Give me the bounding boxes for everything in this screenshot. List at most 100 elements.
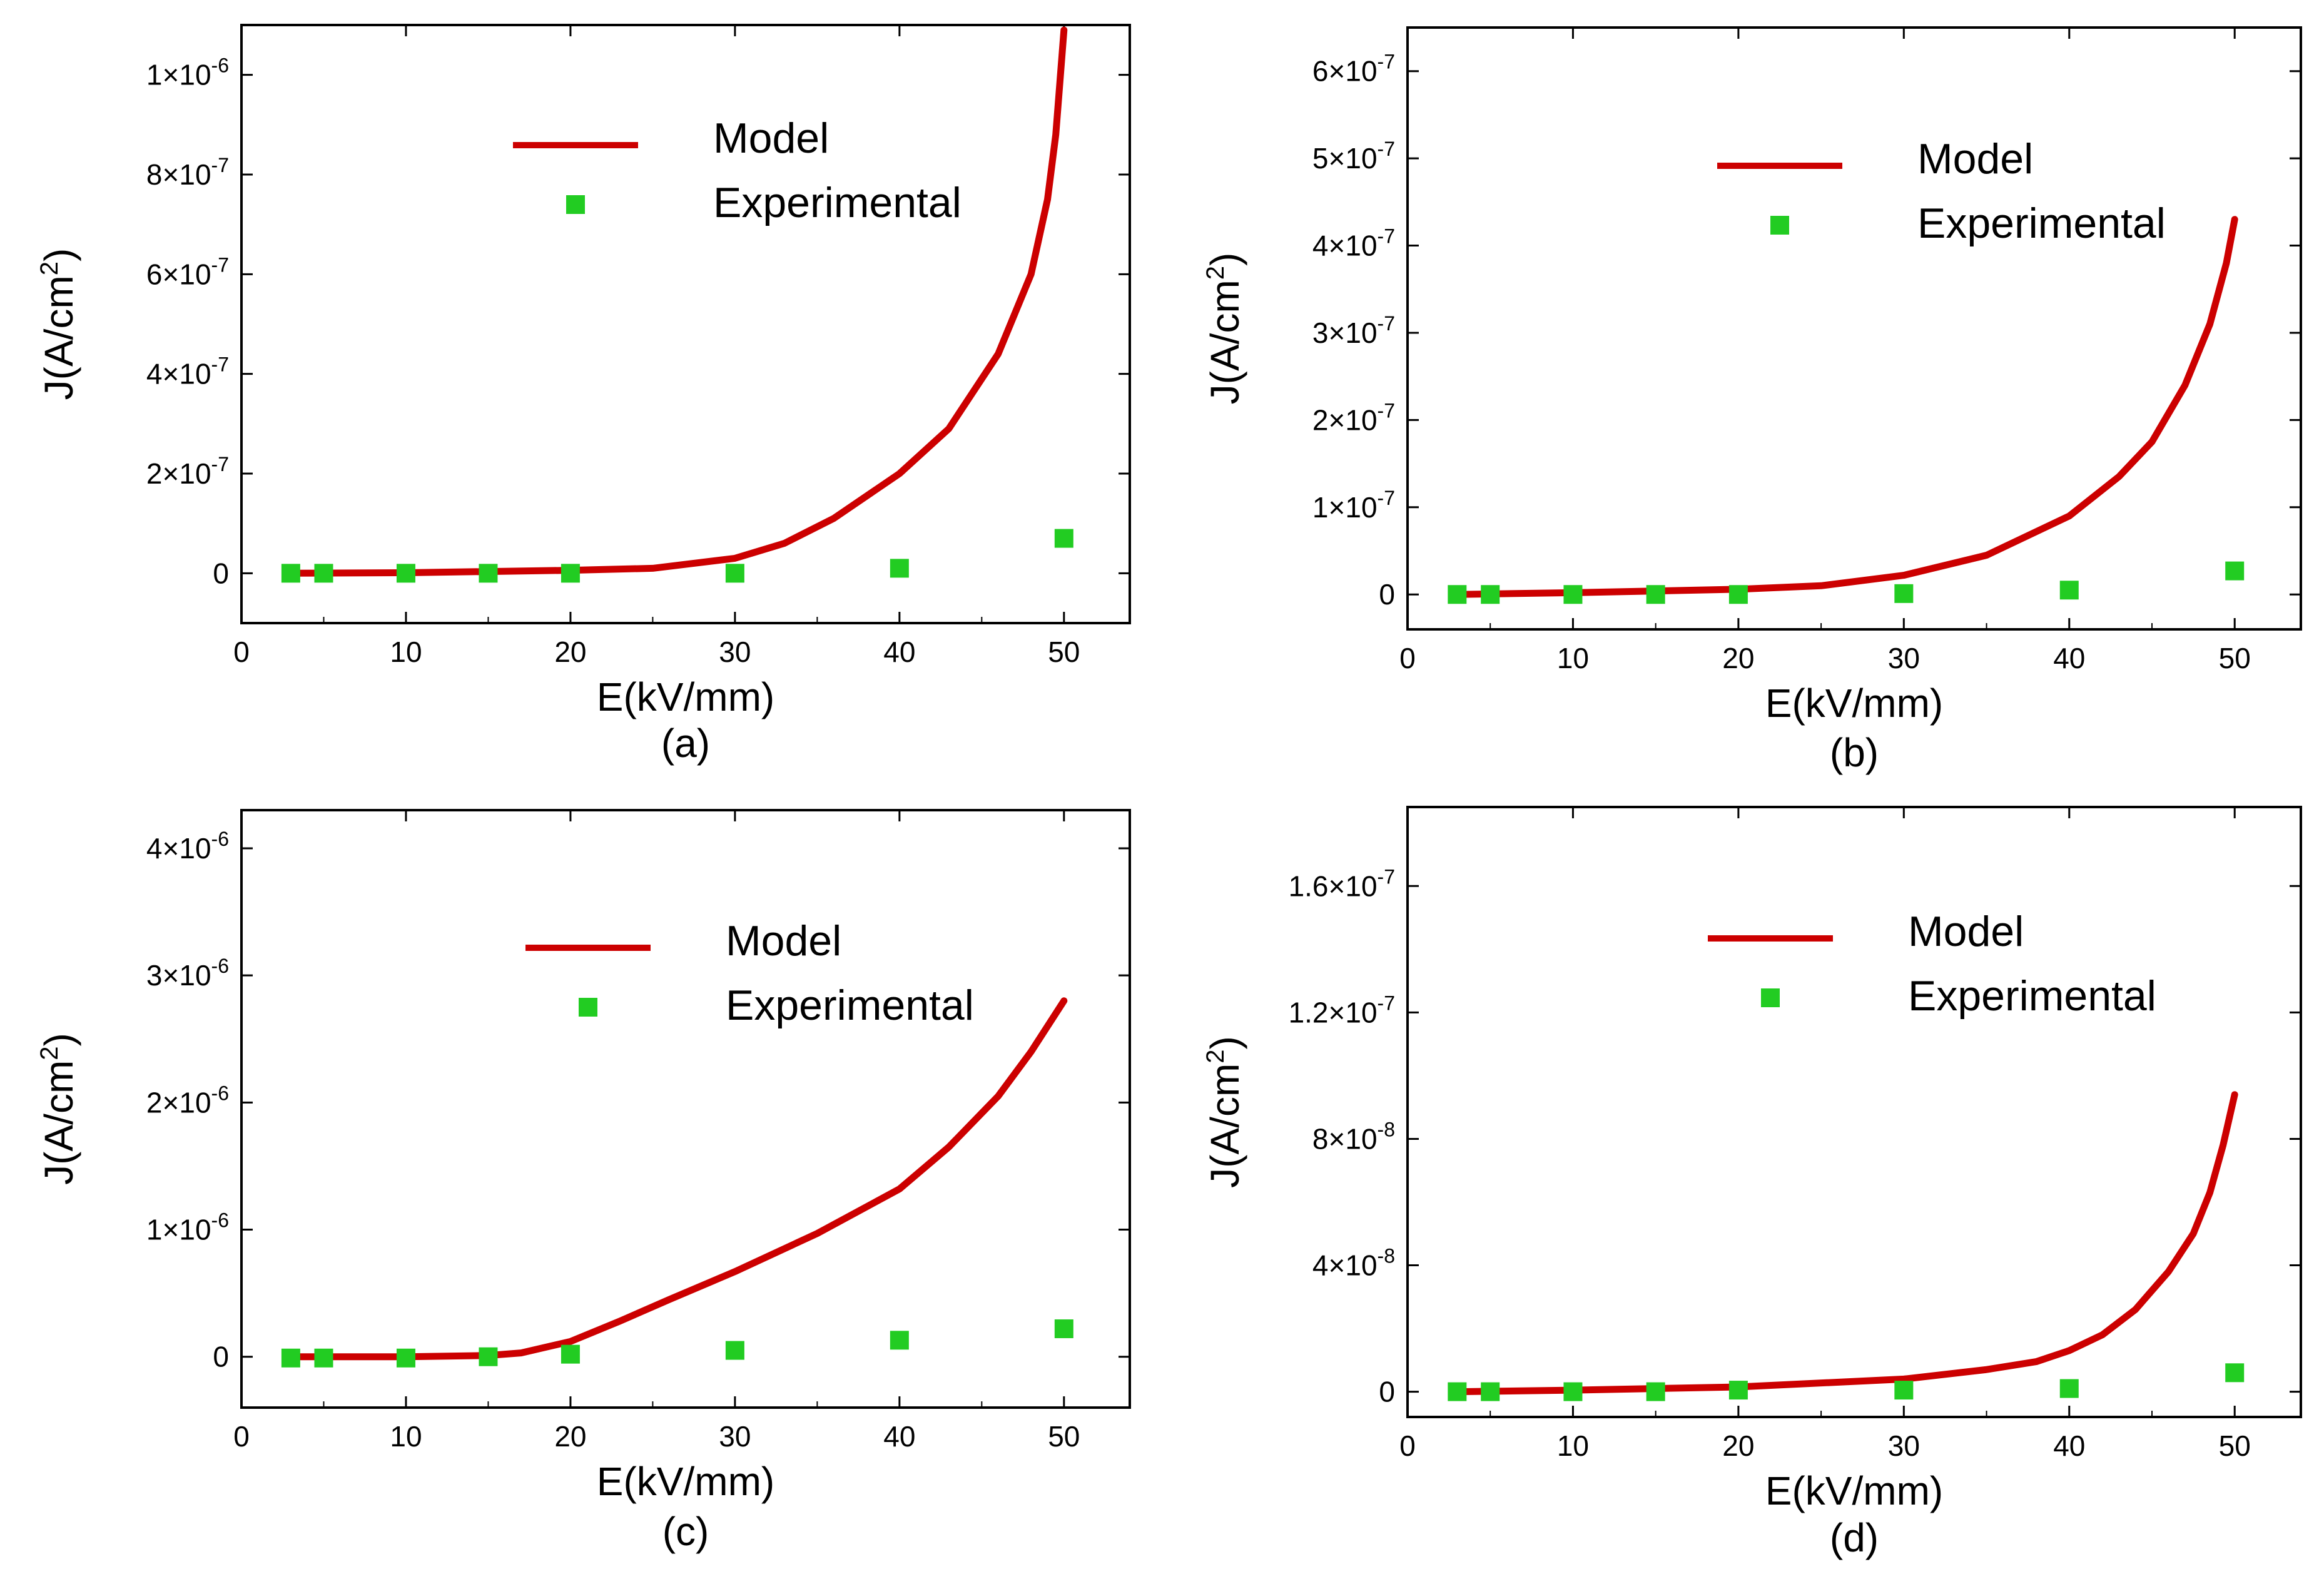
x-tick-label: 0 [1399,1429,1416,1462]
x-tick-label: 0 [1399,642,1416,674]
y-tick-label: 0 [1379,578,1395,611]
experimental-point [890,559,909,578]
y-axis-label: J(A/cm2) [1202,253,1247,405]
y-tick-label: 6×10-7 [146,253,229,290]
legend: Model Experimental [1708,908,2156,1020]
experimental-point [1054,1319,1073,1339]
experimental-point [725,564,744,583]
x-tick-label: 10 [1557,1429,1589,1462]
x-axis-label: E(kV/mm) [1765,1468,1943,1513]
y-tick-label: 1×10-7 [1312,487,1395,524]
experimental-point [1728,585,1748,604]
experimental-point [1646,585,1665,604]
x-tick-label: 20 [554,636,586,668]
legend-experimental-label: Experimental [1908,972,2156,1020]
y-tick-label: 0 [1379,1376,1395,1408]
y-tick-label: 1×10-6 [146,1209,229,1246]
legend-experimental-swatch [1761,988,1780,1007]
x-tick-label: 40 [2053,1429,2085,1462]
x-tick-label: 30 [1888,642,1920,674]
experimental-point [561,1344,580,1364]
y-axis-label: J(A/cm2) [36,248,81,400]
legend-experimental-label: Experimental [726,982,974,1029]
x-tick-label: 40 [883,636,915,668]
legend-model-label: Model [713,114,829,162]
plot-frame [240,809,1131,1409]
x-tick-label: 30 [1888,1429,1920,1462]
legend: Model Experimental [513,114,962,226]
x-tick-label: 50 [2219,1429,2251,1462]
legend-experimental-label: Experimental [1917,200,2166,247]
y-tick-label: 2×10-6 [146,1082,229,1119]
x-tick-label: 30 [719,1420,751,1453]
legend-experimental-swatch [566,195,585,214]
experimental-point [479,564,498,583]
y-tick-label: 1.6×10-7 [1289,865,1395,902]
experimental-point [314,1348,333,1368]
model-curve [1453,1091,2238,1396]
y-tick-label: 4×10-6 [146,828,229,865]
panel-caption: (b) [1830,730,1879,775]
y-axis-label: J(A/cm2) [36,1033,81,1185]
chart-panel-d: 0 10 20 30 40 50 0 4×10-8 8×10-8 1.2×10-7 1.6×10-7… [1202,806,2302,1560]
x-tick-label: 10 [390,1420,422,1453]
experimental-point [2225,1363,2245,1383]
experimental-point [1563,1382,1583,1401]
y-axis-label: J(A/cm2) [1202,1036,1247,1188]
experimental-point [1728,1381,1748,1400]
y-tick-label: 3×10-6 [146,955,229,992]
experimental-point [561,564,580,583]
x-axis-label: E(kV/mm) [597,1459,774,1504]
plot-frame [1406,806,2302,1418]
experimental-point [2225,561,2245,581]
y-tick-label: 2×10-7 [146,453,229,490]
plot-frame [240,24,1131,624]
experimental-point [2059,581,2079,600]
x-tick-label: 50 [1048,636,1080,668]
experimental-point [890,1331,909,1350]
legend-experimental-swatch [579,998,597,1017]
experimental-point [1481,585,1500,604]
model-curve [287,26,1068,577]
experimental-point [479,1347,498,1366]
y-tick-label: 1.2×10-7 [1289,992,1395,1028]
experimental-point [2059,1379,2079,1398]
x-tick-label: 10 [390,636,422,668]
panel-caption: (d) [1830,1515,1879,1560]
plot-frame [1406,26,2302,631]
y-tick-label: 8×10-8 [1312,1118,1395,1155]
experimental-point [281,1348,300,1368]
experimental-point [1563,585,1583,604]
y-tick-label: 1×10-6 [146,54,229,91]
experimental-point [1054,529,1073,548]
legend-experimental-swatch [1770,216,1789,235]
x-tick-label: 30 [719,636,751,668]
x-tick-label: 0 [233,636,250,668]
x-tick-label: 20 [1722,642,1754,674]
experimental-point [281,564,300,583]
y-tick-label: 6×10-7 [1312,51,1395,88]
chart-panel-a: 0 10 20 30 40 50 0 2×10-7 4×10-7 6×10-7 8×10-7 1×10… [36,24,1131,766]
panel-caption: (a) [661,721,710,766]
experimental-point [1448,585,1467,604]
experimental-point [1481,1382,1500,1401]
x-tick-label: 40 [883,1420,915,1453]
y-tick-label: 2×10-7 [1312,399,1395,436]
legend-experimental-label: Experimental [713,179,962,226]
experimental-point [1894,1381,1914,1400]
x-tick-label: 10 [1557,642,1589,674]
y-tick-label: 3×10-7 [1312,312,1395,349]
y-tick-label: 4×10-7 [1312,225,1395,262]
experimental-point [1448,1382,1467,1401]
x-tick-label: 50 [2219,642,2251,674]
experimental-point [1894,584,1914,603]
chart-panel-c: 0 10 20 30 40 50 0 1×10-6 2×10-6 3×10-6 4×10-6 E(kV… [36,809,1131,1554]
y-tick-label: 4×10-7 [146,353,229,390]
x-tick-label: 0 [233,1420,250,1453]
legend-model-label: Model [1908,908,2024,955]
legend: Model Experimental [1717,135,2166,247]
experimental-point [396,564,415,583]
experimental-point [396,1348,415,1368]
y-tick-label: 4×10-8 [1312,1245,1395,1282]
